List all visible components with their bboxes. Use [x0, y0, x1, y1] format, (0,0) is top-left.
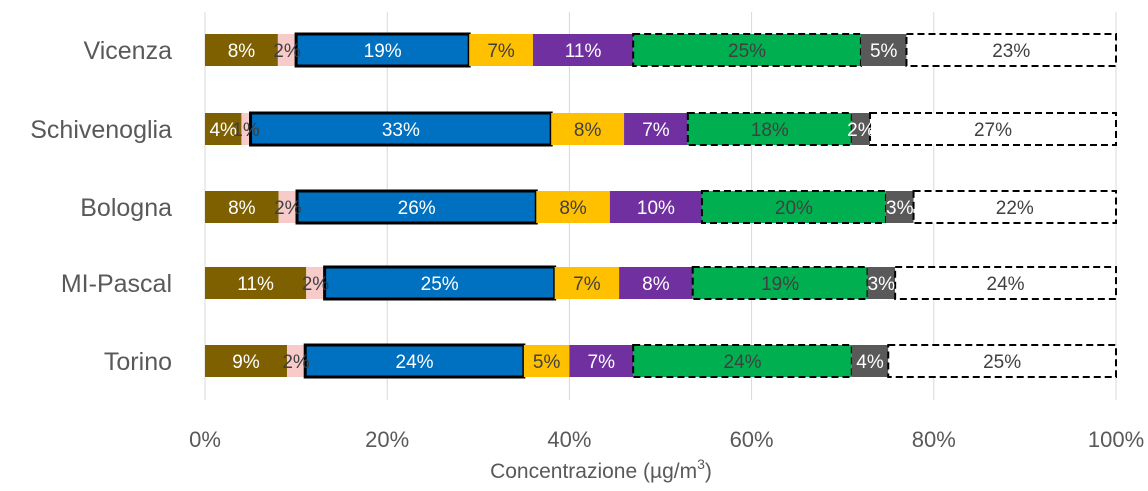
- bar-segment: [536, 191, 610, 223]
- data-label: 5%: [533, 352, 561, 373]
- category-label: Vicenza: [84, 37, 173, 65]
- bar-segment: [532, 34, 634, 66]
- bar-segment: [241, 113, 251, 145]
- bar-segment: [887, 344, 1117, 378]
- bar-segment: [277, 34, 297, 66]
- data-label: 8%: [642, 274, 670, 295]
- bar-segment: [523, 345, 570, 377]
- bar-segment: [286, 345, 306, 377]
- bar-segment: [278, 191, 298, 223]
- bar-segment: [205, 34, 278, 66]
- bar-segment: [632, 344, 853, 378]
- category-label: Torino: [104, 348, 172, 376]
- data-label: 4%: [856, 352, 884, 373]
- data-label: 9%: [232, 352, 260, 373]
- data-label: 5%: [870, 41, 898, 62]
- bar-segment: [905, 33, 1117, 67]
- x-tick-label: 0%: [189, 427, 221, 452]
- data-label: 19%: [364, 41, 402, 62]
- data-label: 7%: [642, 120, 670, 141]
- category-label: Bologna: [80, 194, 172, 222]
- data-label: 1%: [232, 120, 260, 141]
- data-label: 7%: [588, 352, 616, 373]
- data-label: 33%: [382, 120, 420, 141]
- data-label: 8%: [228, 41, 256, 62]
- data-label: 20%: [775, 198, 813, 219]
- x-tick-label: 80%: [912, 427, 956, 452]
- x-tick-label: 40%: [547, 427, 591, 452]
- bar-segment: [551, 113, 625, 145]
- bar-segment: [894, 266, 1117, 300]
- category-labels: Vicenza Schivenoglia Bologna MI-Pascal Torin…: [30, 37, 172, 376]
- data-label: 19%: [761, 274, 799, 295]
- bar-segment: [867, 267, 896, 299]
- data-label: 3%: [868, 274, 896, 295]
- bar-segment: [569, 345, 634, 377]
- bar-segment: [700, 190, 887, 224]
- x-axis-title: Concentrazione (µg/m3): [490, 456, 712, 483]
- data-label: 27%: [974, 120, 1012, 141]
- bar-segment: [686, 112, 853, 146]
- data-label: 8%: [228, 198, 256, 219]
- data-label: 25%: [983, 352, 1021, 373]
- bar-segment: [205, 191, 279, 223]
- data-label: 7%: [487, 41, 515, 62]
- x-tick-label: 100%: [1088, 427, 1144, 452]
- bar-segment: [619, 267, 693, 299]
- data-label: 23%: [992, 41, 1030, 62]
- data-label: 4%: [209, 120, 237, 141]
- bar-segment: [205, 345, 287, 377]
- bar-segment: [205, 267, 307, 299]
- x-tick-label: 60%: [730, 427, 774, 452]
- category-label: Schivenoglia: [30, 116, 172, 144]
- data-label: 24%: [723, 352, 761, 373]
- data-label: 2%: [847, 120, 875, 141]
- data-label: 7%: [573, 274, 601, 295]
- data-label: 8%: [559, 198, 587, 219]
- bar-segment: [860, 34, 907, 66]
- data-label: 18%: [751, 120, 789, 141]
- data-label: 8%: [574, 120, 602, 141]
- data-label: 26%: [398, 198, 436, 219]
- data-label: 25%: [421, 274, 459, 295]
- data-label: 2%: [273, 41, 301, 62]
- bar-segment: [205, 113, 242, 145]
- bar-segment: [294, 32, 471, 68]
- data-label: 11%: [237, 274, 274, 295]
- data-label: 24%: [987, 274, 1025, 295]
- data-label: 11%: [565, 41, 602, 62]
- bar-segment: [869, 112, 1118, 146]
- bar-segment: [851, 113, 871, 145]
- data-label: 3%: [886, 198, 914, 219]
- bar-segment: [885, 191, 914, 223]
- data-label: 22%: [996, 198, 1034, 219]
- bar-segment: [469, 34, 533, 66]
- bars: 8% 2% 19% 7% 11% 25% 5% 23%4%1% 33% 8% 7% 18% 2% 27%8…: [205, 32, 1118, 379]
- data-label: 24%: [396, 352, 434, 373]
- bar-segment: [609, 191, 702, 223]
- x-tick-labels: 0% 20% 40% 60% 80% 100%: [189, 427, 1144, 452]
- x-tick-label: 20%: [365, 427, 409, 452]
- data-label: 2%: [274, 198, 302, 219]
- data-label: 25%: [728, 41, 766, 62]
- data-label: 10%: [637, 198, 675, 219]
- bar-segment: [851, 345, 889, 377]
- bar-segment: [306, 267, 325, 299]
- bar-segment: [912, 190, 1117, 224]
- data-label: 2%: [302, 274, 330, 295]
- category-label: MI-Pascal: [61, 270, 172, 298]
- bar-segment: [554, 267, 620, 299]
- bar-segment: [624, 113, 688, 145]
- data-label: 2%: [282, 352, 310, 373]
